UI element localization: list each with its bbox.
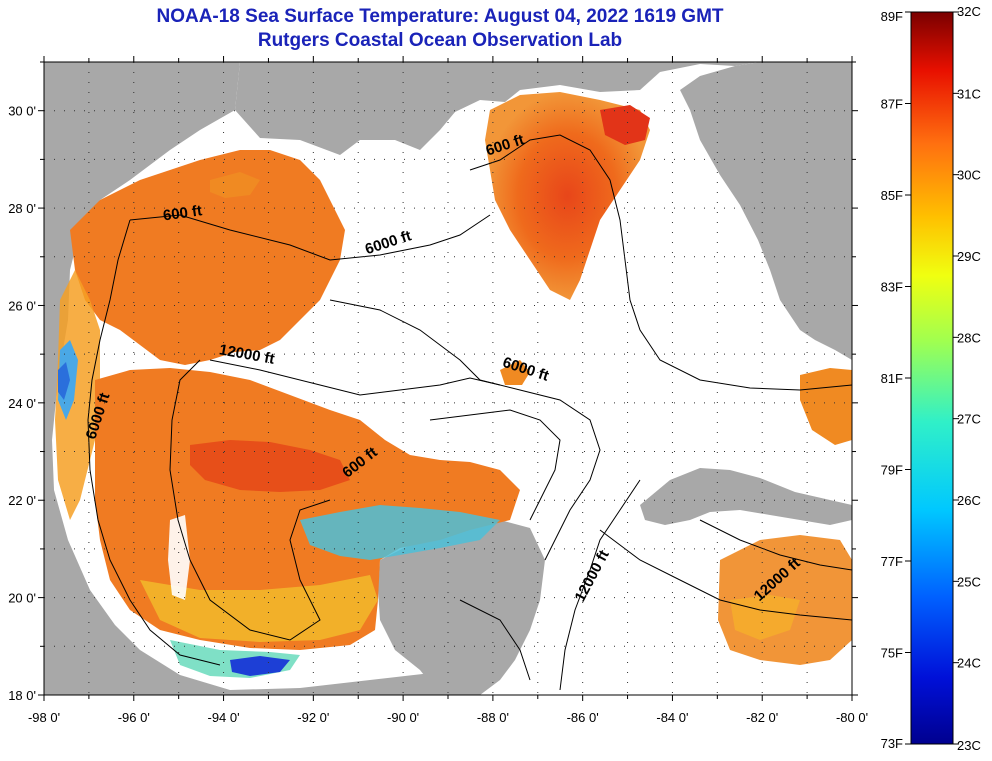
- land-cuba: [640, 468, 852, 525]
- colorbar-f-label: 73F: [881, 736, 903, 751]
- colorbar-fahrenheit-labels: 89F 87F 85F 83F 81F 79F 77F 75F 73F: [881, 9, 903, 751]
- lat-tick-label: 24 0': [8, 396, 36, 411]
- axis-ticks: [38, 56, 858, 701]
- lat-tick-label: 26 0': [8, 298, 36, 313]
- colorbar-f-label: 77F: [881, 554, 903, 569]
- colorbar-c-label: 29C: [957, 249, 981, 264]
- land-yucatan: [378, 520, 545, 695]
- land-us-gulf-coast: [235, 62, 760, 155]
- colorbar-f-label: 83F: [881, 280, 903, 295]
- colorbar-c-label: 27C: [957, 412, 981, 427]
- lon-tick-label: -96 0': [118, 710, 150, 725]
- colorbar-c-label: 31C: [957, 86, 981, 101]
- lon-tick-label: -94 0': [207, 710, 239, 725]
- land-mexico-west: [44, 62, 470, 695]
- lon-tick-label: -92 0': [297, 710, 329, 725]
- colorbar-c-label: 24C: [957, 656, 981, 671]
- colorbar-f-label: 87F: [881, 97, 903, 112]
- colorbar-f-label: 75F: [881, 646, 903, 661]
- axis-tick-labels: -98 0' -96 0' -94 0' -92 0' -90 0' -88 0' -86 …: [8, 104, 868, 725]
- lat-tick-label: 30 0': [8, 104, 36, 119]
- lon-tick-label: -84 0': [656, 710, 688, 725]
- contour-label: 600 ft: [162, 202, 203, 224]
- colorbar-f-label: 79F: [881, 463, 903, 478]
- lon-tick-label: -98 0': [28, 710, 60, 725]
- colorbar-c-label: 23C: [957, 738, 981, 753]
- colorbar-c-label: 30C: [957, 168, 981, 183]
- colorbar-c-label: 28C: [957, 330, 981, 345]
- depth-contours: [87, 134, 852, 691]
- colorbar-gradient: [910, 11, 954, 745]
- lat-tick-label: 22 0': [8, 493, 36, 508]
- colorbar-c-label: 25C: [957, 574, 981, 589]
- lon-tick-label: -90 0': [387, 710, 419, 725]
- map-title: NOAA-18 Sea Surface Temperature: August …: [156, 6, 724, 27]
- sst-data: [55, 92, 852, 678]
- colorbar-f-label: 85F: [881, 188, 903, 203]
- colorbar-f-label: 89F: [881, 9, 903, 24]
- lon-tick-label: -82 0': [746, 710, 778, 725]
- colorbar-ticks: [905, 11, 959, 745]
- colorbar-celsius-labels: 32C 31C 30C 29C 28C 27C 26C 25C 24C 23C: [957, 4, 981, 753]
- lat-tick-label: 18 0': [8, 688, 36, 703]
- colorbar-f-label: 81F: [881, 371, 903, 386]
- lon-tick-label: -88 0': [477, 710, 509, 725]
- lon-tick-label: -86 0': [567, 710, 599, 725]
- land-florida: [680, 62, 852, 360]
- colorbar-c-label: 32C: [957, 4, 981, 19]
- map-subtitle: Rutgers Coastal Ocean Observation Lab: [257, 30, 623, 51]
- lat-tick-label: 20 0': [8, 591, 36, 606]
- lon-tick-label: -80 0': [836, 710, 868, 725]
- colorbar-c-label: 26C: [957, 493, 981, 508]
- lat-tick-label: 28 0': [8, 201, 36, 216]
